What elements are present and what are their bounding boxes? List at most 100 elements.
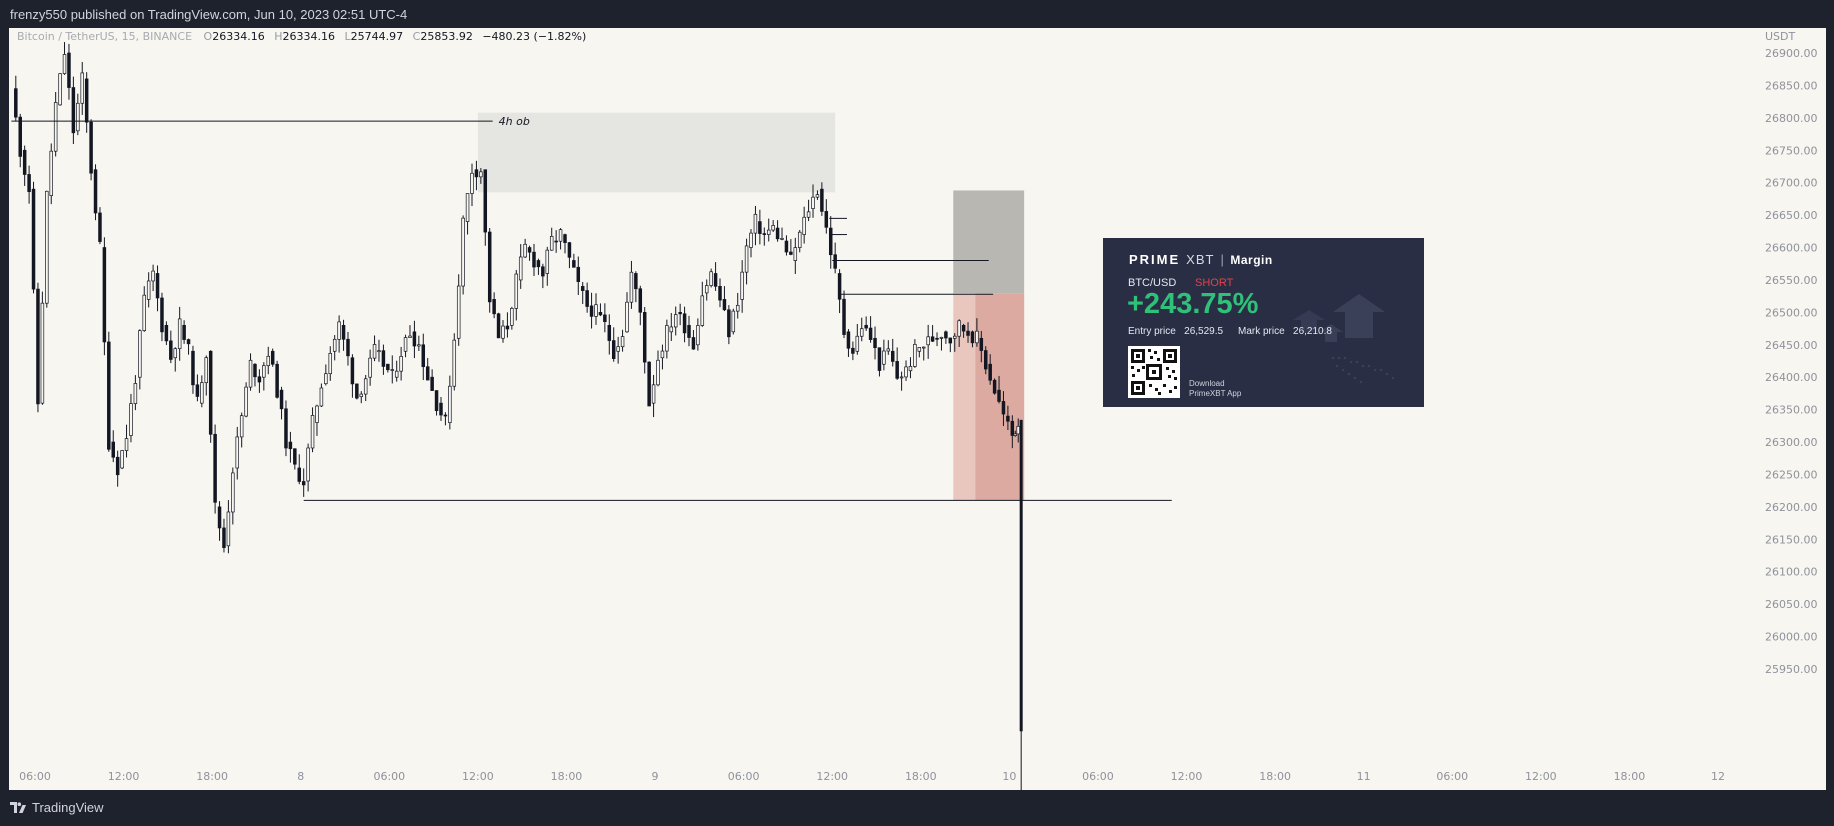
- candle-body: [62, 54, 67, 75]
- candle-body: [386, 363, 390, 371]
- x-tick-label: 06:00: [1082, 770, 1114, 783]
- currency-label: USDT: [1765, 30, 1796, 43]
- candle-body: [474, 169, 479, 178]
- y-tick-label: 26550.00: [1765, 274, 1818, 287]
- candle-body: [346, 338, 350, 357]
- candle-body: [837, 273, 842, 300]
- primexbt-logo-suffix: XBT: [1186, 252, 1215, 267]
- candle-body: [151, 270, 155, 282]
- candle-body: [913, 344, 917, 367]
- x-tick-label: 9: [652, 770, 659, 783]
- pnl-percent: +243.75%: [1127, 288, 1259, 320]
- order-block-label: 4h ob: [499, 115, 530, 128]
- candle-body: [820, 188, 824, 212]
- candle-body: [567, 242, 572, 258]
- candle-body: [930, 336, 935, 342]
- time-axis[interactable]: 06:00 12:00 18:00 8 06:00 12:00 18:00 9 06:00 12:…: [19, 770, 1725, 783]
- candle-body: [545, 249, 550, 274]
- candle-body: [833, 254, 837, 269]
- candle-body: [882, 350, 886, 365]
- candle-body: [204, 357, 209, 384]
- candle-body: [425, 366, 430, 381]
- candle-body: [992, 379, 997, 394]
- candle-body: [284, 408, 288, 449]
- candle-body: [678, 312, 682, 315]
- qr-code-icon[interactable]: [1128, 346, 1180, 398]
- x-tick-label: 18:00: [905, 770, 937, 783]
- candle-body: [359, 393, 364, 398]
- candle-body: [461, 217, 465, 287]
- symbol-label: Bitcoin / TetherUS, 15, BINANCE: [17, 30, 192, 43]
- candle-body: [67, 52, 71, 88]
- candle-body: [297, 467, 302, 482]
- candle-body: [492, 299, 496, 315]
- candle-body: [394, 370, 399, 378]
- download-app-text[interactable]: Download PrimeXBT App: [1189, 379, 1241, 399]
- candle-body: [815, 194, 820, 198]
- candle-body: [651, 384, 656, 404]
- candle-body: [997, 389, 1001, 402]
- price-axis[interactable]: 25950.00 26000.00 26050.00 26100.00 26150.00…: [1765, 47, 1818, 676]
- candle-body: [541, 266, 545, 277]
- candle-body: [155, 273, 160, 299]
- candle-body: [111, 441, 115, 458]
- primexbt-position-widget[interactable]: PRIME XBT | Margin BTC/USD SHORT +243.75…: [1103, 238, 1424, 407]
- candle-body: [208, 350, 213, 435]
- download-line-2: PrimeXBT App: [1189, 389, 1242, 398]
- open-value: 26334.16: [212, 30, 265, 43]
- candle-body: [696, 325, 700, 346]
- mark-price-value: 26,210.8: [1293, 326, 1332, 337]
- candle-body: [408, 335, 412, 338]
- candle-body: [14, 88, 18, 118]
- y-tick-label: 26700.00: [1765, 177, 1818, 190]
- y-tick-label: 26600.00: [1765, 242, 1818, 255]
- candle-body: [324, 373, 328, 385]
- candle-body: [580, 286, 585, 291]
- candle-body: [301, 481, 306, 486]
- candle-body: [262, 365, 266, 378]
- y-tick-label: 26400.00: [1765, 371, 1818, 384]
- candle-body: [487, 231, 492, 303]
- price-chart[interactable]: 4h ob 25950.00 26000.00 26050.00 26100.00 26…: [0, 28, 1834, 790]
- candle-body: [917, 347, 922, 352]
- ohlc-legend: Bitcoin / TetherUS, 15, BINANCE O26334.1…: [17, 30, 586, 43]
- candle-body: [45, 190, 49, 304]
- candle-body: [572, 260, 576, 268]
- candle-body: [239, 415, 244, 438]
- candle-body: [456, 285, 461, 339]
- header-separator: |: [1220, 252, 1225, 267]
- y-tick-label: 26150.00: [1765, 533, 1818, 546]
- candle-body: [904, 366, 908, 378]
- candle-body: [859, 328, 864, 337]
- position-side: SHORT: [1195, 277, 1234, 289]
- x-tick-label: 12:00: [816, 770, 848, 783]
- candle-body: [975, 330, 979, 344]
- candle-body: [607, 324, 612, 341]
- tradingview-brand[interactable]: TradingView: [10, 800, 104, 815]
- candle-body: [687, 324, 691, 338]
- trading-mode: Margin: [1230, 252, 1273, 267]
- candle-body: [129, 403, 133, 436]
- candle-body: [164, 324, 169, 342]
- candle-body: [868, 327, 873, 340]
- trading-pair: BTC/USD: [1128, 277, 1177, 289]
- candle-body: [275, 363, 279, 398]
- candle-body: [700, 295, 705, 326]
- candle-body: [598, 312, 603, 316]
- candle-body: [191, 350, 195, 386]
- candle-body: [448, 385, 452, 423]
- candle-body: [177, 318, 182, 350]
- candle-body: [377, 350, 381, 353]
- x-tick-label: 12:00: [108, 770, 140, 783]
- candle-body: [479, 171, 483, 178]
- candle-body: [638, 288, 643, 313]
- y-tick-label: 26100.00: [1765, 566, 1818, 579]
- chart-background: [9, 28, 1826, 790]
- candle-body: [536, 260, 541, 268]
- candle-body: [895, 361, 899, 379]
- candle-body: [873, 337, 877, 349]
- candle-body: [828, 227, 833, 256]
- publish-header: frenzy550 published on TradingView.com, …: [0, 0, 1834, 28]
- candle-body: [926, 336, 930, 346]
- candle-body: [691, 337, 696, 350]
